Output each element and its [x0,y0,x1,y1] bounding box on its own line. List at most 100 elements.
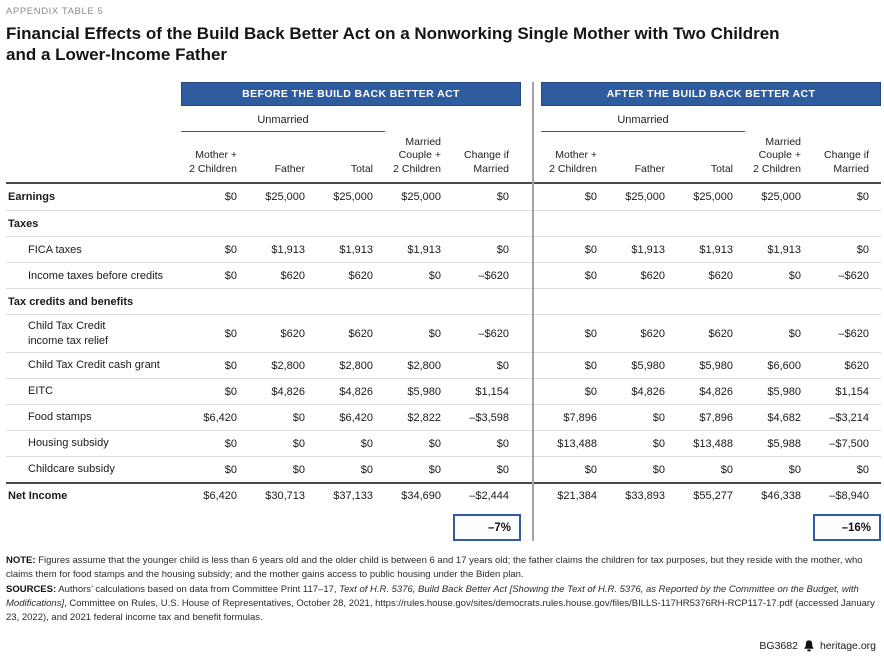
sources-segment: Text of H.R. 5376, Build Back Better Act… [6,583,859,609]
page-title-line2: and a Lower-Income Father [6,45,228,65]
cell-value: $2,822 [407,411,441,424]
sources-text: Authors’ calculations based on data from… [6,584,875,624]
cell-value: $0 [428,327,441,340]
cell-value: $0 [224,385,237,398]
cell-value: –$3,214 [829,411,869,424]
table-row: Housing subsidy $0 $0 $0 $0 $0 $13,488 $0 $13,48… [6,430,881,456]
cell-value: –$620 [838,269,869,282]
cell-value [745,298,813,306]
cell-value: $4,826 [631,385,665,398]
panel-header-row: BEFORE THE BUILD BACK BETTER ACT AFTER T… [6,81,881,106]
column-header-before-3: Married Couple + 2 Children [393,135,441,175]
cell-value: $4,826 [699,385,733,398]
cell-value: $21,384 [557,490,597,503]
cell-value: $0 [652,411,665,424]
cell-value: $4,826 [271,385,305,398]
cell-value [453,220,521,228]
cell-value [813,220,881,228]
doc-id: BG3682 [759,640,798,652]
cell-value: –$7,500 [829,437,869,450]
sources-segment: Authors’ calculations based on data from… [56,583,340,595]
cell-value: $0 [584,385,597,398]
cell-value: $0 [584,463,597,476]
group-header-spacer [6,106,181,132]
cell-value: $5,980 [767,385,801,398]
row-label: Earnings [8,191,56,204]
cell-value: $37,133 [333,490,373,503]
cell-value [541,298,609,306]
cell-value: –$620 [478,269,509,282]
cell-value: $0 [652,463,665,476]
cell-value: $25,000 [625,191,665,204]
after-change-pct-box: –16% [813,514,881,542]
panel-header-spacer [6,82,181,106]
column-header-after-1: Father [634,162,665,175]
cell-value: $620 [280,269,305,282]
cell-value [609,298,677,306]
cell-value: $0 [856,191,869,204]
row-label: Net Income [8,489,68,502]
cell-value: –$8,940 [829,490,869,503]
page-title-line1: Financial Effects of the Build Back Bett… [6,24,780,43]
cell-value: $0 [428,437,441,450]
cell-value: $620 [640,269,665,282]
column-gap [521,514,541,541]
site-url: heritage.org [819,640,876,652]
note-label: NOTE: [6,555,36,567]
page-title: Financial Effects of the Build Back Bett… [6,23,878,66]
note-text: Figures assume that the younger child is… [6,555,863,581]
group-header-blank [745,106,881,132]
cell-value [249,220,317,228]
cell-value: $0 [224,269,237,282]
cell-value [385,298,453,306]
cell-value [317,220,385,228]
cell-value: $620 [708,269,733,282]
cell-value: $0 [584,243,597,256]
cell-value: $0 [584,327,597,340]
before-panel-header: BEFORE THE BUILD BACK BETTER ACT [181,81,521,106]
cell-value: $620 [708,327,733,340]
cell-value: $5,980 [407,385,441,398]
before-change-pct: –7% [487,521,511,534]
cell-value: $0 [652,437,665,450]
row-label: Child Tax Credit income tax relief [28,320,109,347]
row-label: Food stamps [28,411,92,424]
cell-value: $0 [496,359,509,372]
cell-value: $25,000 [401,191,441,204]
cell-value: $6,420 [203,411,237,424]
group-header-row: Unmarried Unmarried [6,106,881,132]
financial-effects-table: BEFORE THE BUILD BACK BETTER ACT AFTER T… [6,81,881,542]
column-header-after-0: Mother + 2 Children [549,149,597,175]
cell-value: $1,154 [475,385,509,398]
column-header-before-4: Change if Married [464,149,509,175]
cell-value: $25,000 [761,191,801,204]
row-label: Childcare subsidy [28,463,115,476]
cell-value: $2,800 [271,359,305,372]
cell-value: $1,154 [835,385,869,398]
summary-blank [181,514,453,541]
table-row: Childcare subsidy $0 $0 $0 $0 $0 $0 $0 $0 $0 $0 [6,456,881,482]
cell-value: $0 [584,269,597,282]
table-row: Child Tax Credit income tax relief $0 $620… [6,314,881,352]
group-header-before: Unmarried [181,106,385,132]
column-header-after-4: Change if Married [824,149,869,175]
sources-segment: , Committee on Rules, U.S. House of Repr… [6,597,875,624]
cell-value: $13,488 [693,437,733,450]
cell-value: $620 [640,327,665,340]
cell-value: $0 [496,243,509,256]
cell-value: $2,800 [407,359,441,372]
cell-value: –$620 [478,327,509,340]
cell-value: $0 [360,437,373,450]
cell-value [677,220,745,228]
before-change-pct-box: –7% [453,514,521,542]
cell-value: $46,338 [761,490,801,503]
cell-value [453,298,521,306]
cell-value: $0 [292,463,305,476]
cell-value: $620 [280,327,305,340]
summary-blank [541,514,813,541]
cell-value: $0 [428,463,441,476]
panel-divider [532,81,534,542]
cell-value: $13,488 [557,437,597,450]
cell-value: $0 [292,411,305,424]
